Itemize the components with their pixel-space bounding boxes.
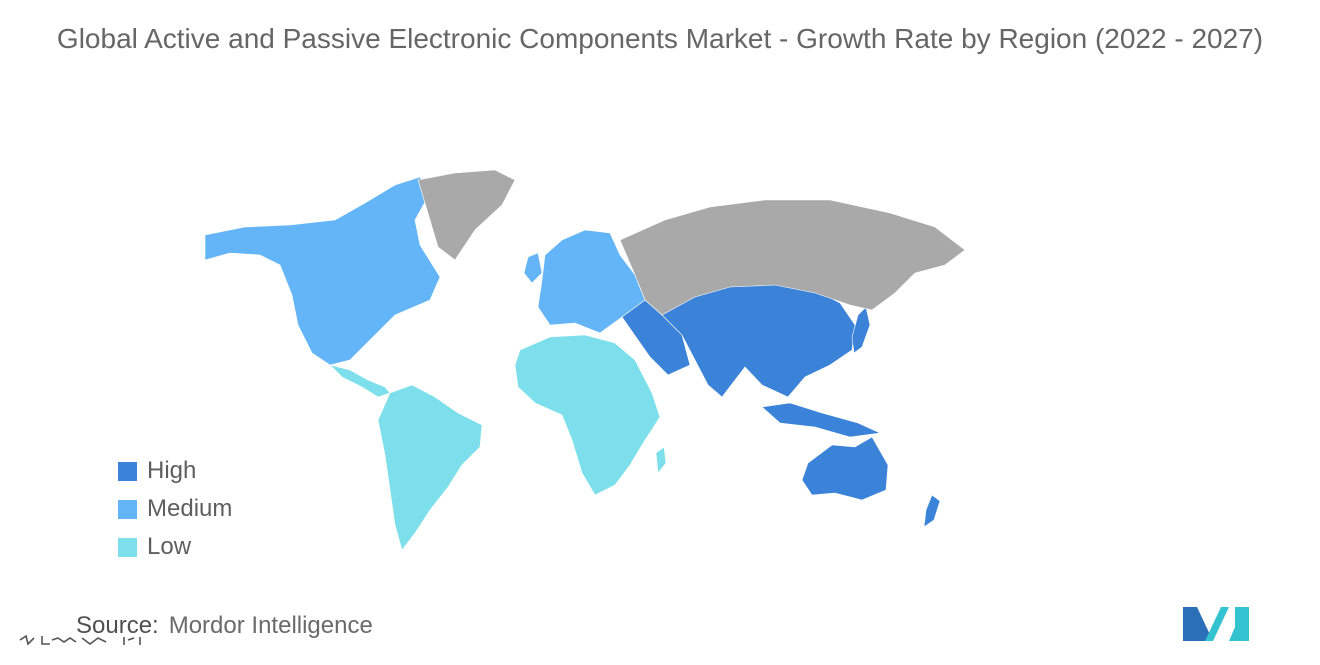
legend-swatch-high xyxy=(118,461,137,481)
decorative-scribble xyxy=(19,634,141,646)
legend-item-low: Low xyxy=(118,528,232,566)
region-new-zealand xyxy=(923,494,941,528)
region-uk-ireland xyxy=(523,252,543,284)
region-japan xyxy=(851,306,871,354)
region-russia xyxy=(619,199,966,316)
world-map xyxy=(204,169,966,551)
region-southeast-asia-islands xyxy=(761,402,882,438)
legend-item-high: High xyxy=(118,452,232,490)
logo-shape-middle xyxy=(1205,607,1229,641)
legend-label-high: High xyxy=(147,457,197,484)
region-central-america xyxy=(329,364,391,398)
region-madagascar xyxy=(655,446,667,474)
chart-title: Global Active and Passive Electronic Com… xyxy=(56,23,1264,54)
region-asia xyxy=(661,282,856,398)
region-greenland xyxy=(417,169,516,261)
logo-shape-right xyxy=(1229,607,1249,641)
legend-swatch-low xyxy=(118,537,137,557)
legend-label-medium: Medium xyxy=(147,495,233,522)
legend-item-medium: Medium xyxy=(118,490,232,528)
source-value: Mordor Intelligence xyxy=(168,612,373,639)
region-australia xyxy=(801,436,889,501)
region-south-america xyxy=(377,384,483,551)
legend-swatch-medium xyxy=(118,499,137,519)
mordor-intelligence-logo xyxy=(1183,607,1249,641)
logo-shape-left xyxy=(1183,607,1213,641)
region-africa xyxy=(514,334,661,496)
source-label: Source: xyxy=(76,612,159,639)
region-north-america xyxy=(204,176,441,366)
legend-label-low: Low xyxy=(147,533,192,560)
source-line: Source: Mordor Intelligence xyxy=(76,612,373,640)
legend: High Medium Low xyxy=(118,452,232,566)
